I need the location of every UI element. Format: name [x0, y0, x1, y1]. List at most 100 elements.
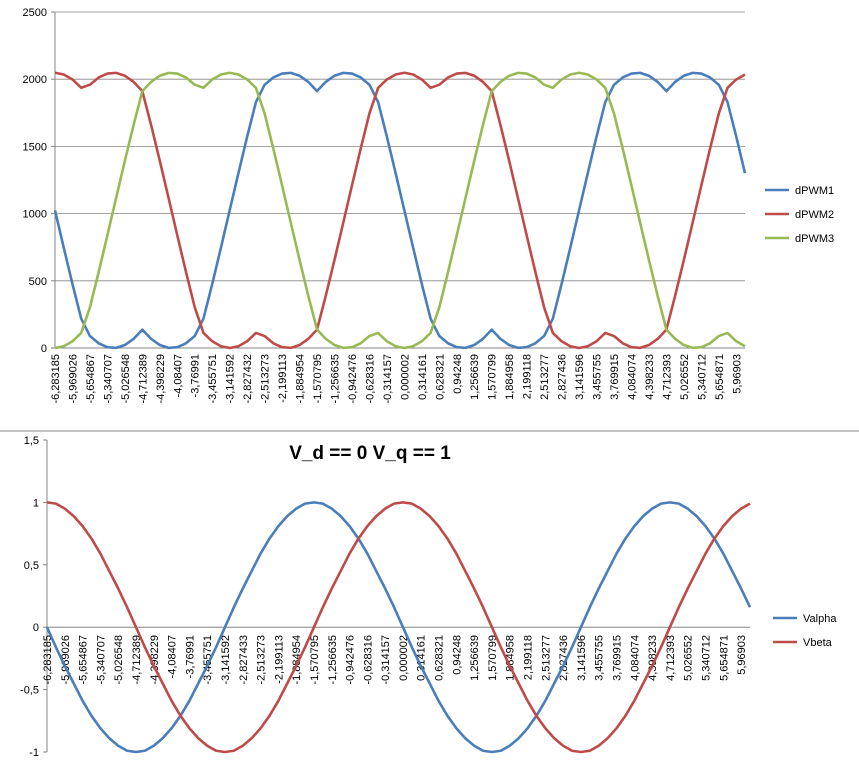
- y-tick-label: -1: [29, 747, 39, 759]
- x-tick-label: -4,398229: [155, 354, 167, 404]
- x-tick-label: 1,884958: [504, 354, 516, 400]
- x-tick-label: -5,654867: [78, 635, 90, 685]
- x-tick-label: 2,827436: [557, 354, 569, 400]
- x-tick-label: -3,76991: [184, 635, 196, 678]
- x-tick-label: 2,199118: [522, 354, 534, 399]
- x-tick-label: 2,199118: [523, 635, 535, 680]
- x-tick-label: 0,94248: [452, 354, 464, 394]
- x-tick-label: -6,283185: [50, 354, 62, 404]
- x-tick-label: -1,884954: [295, 354, 307, 404]
- legend-label: Valpha: [803, 613, 837, 625]
- x-tick-label: -5,654867: [85, 354, 97, 404]
- x-tick-label: 5,96903: [731, 354, 743, 394]
- series-line: [53, 71, 747, 350]
- series-line: [54, 71, 746, 350]
- x-tick-label: 1,884958: [505, 635, 517, 681]
- x-tick-label: 1,256639: [469, 354, 481, 400]
- x-tick-label: -0,942476: [347, 354, 359, 404]
- y-tick-label: 1000: [23, 209, 47, 221]
- chart-title: V_d == 0 V_q == 1: [289, 443, 451, 464]
- x-tick-label: -1,570795: [309, 635, 321, 685]
- x-tick-label: 2,513277: [539, 354, 551, 400]
- x-tick-label: -0,314157: [380, 635, 392, 685]
- x-tick-label: 5,654871: [714, 354, 726, 400]
- x-tick-label: -5,026548: [120, 354, 132, 404]
- x-tick-label: -5,340707: [95, 635, 107, 685]
- x-tick-label: -3,141592: [220, 635, 232, 685]
- x-tick-label: -5,026548: [113, 635, 125, 685]
- x-tick-label: -2,827433: [238, 635, 250, 685]
- x-tick-label: 4,398233: [644, 354, 656, 400]
- x-tick-label: -4,712389: [131, 635, 143, 685]
- x-tick-label: 5,340712: [696, 354, 708, 400]
- x-tick-label: -3,76991: [190, 354, 202, 397]
- series-line: [45, 501, 752, 754]
- x-tick-label: 5,654871: [718, 635, 730, 681]
- x-tick-label: 4,084074: [629, 635, 641, 681]
- x-tick-label: -3,455751: [202, 635, 214, 685]
- x-tick-label: 0,628321: [434, 635, 446, 681]
- x-tick-label: -0,942476: [345, 635, 357, 685]
- x-tick-label: -0,628316: [362, 635, 374, 685]
- x-tick-label: -0,314157: [382, 354, 394, 404]
- x-tick-label: -2,513273: [256, 635, 268, 685]
- y-tick-label: 0: [41, 343, 47, 355]
- legend-label: Vbeta: [803, 637, 833, 649]
- x-tick-label: 0,000002: [398, 635, 410, 681]
- x-tick-label: -4,08407: [167, 635, 179, 678]
- x-tick-label: 5,340712: [701, 635, 713, 681]
- x-tick-label: -5,969026: [67, 354, 79, 404]
- x-tick-label: -1,256635: [329, 354, 341, 404]
- x-tick-label: -5,340707: [102, 354, 114, 404]
- x-tick-label: 5,026552: [683, 635, 695, 681]
- x-tick-label: -4,712389: [137, 354, 149, 404]
- y-tick-label: 1,5: [24, 435, 39, 447]
- y-tick-label: 0: [33, 622, 39, 634]
- x-tick-label: 0,314161: [416, 635, 428, 681]
- x-tick-label: 1,570799: [487, 635, 499, 681]
- x-tick-label: 2,513277: [540, 635, 552, 681]
- x-tick-label: 1,570799: [487, 354, 499, 400]
- x-tick-label: 4,712393: [661, 354, 673, 400]
- x-tick-label: 1,256639: [469, 635, 481, 681]
- y-tick-label: 2500: [23, 7, 47, 19]
- x-tick-label: -2,199113: [277, 354, 289, 403]
- x-tick-label: -2,199113: [273, 635, 285, 684]
- y-tick-label: -0,5: [20, 685, 39, 697]
- x-tick-label: 5,96903: [736, 635, 748, 675]
- x-tick-label: -4,08407: [172, 354, 184, 397]
- x-tick-label: 0,314161: [417, 354, 429, 400]
- x-tick-label: -1,884954: [291, 635, 303, 685]
- legend-label: dPWM1: [795, 185, 834, 197]
- x-tick-label: 3,455755: [592, 354, 604, 400]
- legend-label: dPWM3: [795, 233, 834, 245]
- y-tick-label: 0,5: [24, 560, 39, 572]
- x-tick-label: 3,769915: [609, 354, 621, 400]
- x-tick-label: -3,455751: [207, 354, 219, 404]
- x-tick-label: 3,141596: [576, 635, 588, 681]
- x-tick-label: -3,141592: [225, 354, 237, 404]
- y-tick-label: 500: [29, 276, 47, 288]
- x-tick-label: -2,827432: [242, 354, 254, 404]
- y-tick-label: 2000: [23, 74, 47, 86]
- x-tick-label: 0,94248: [451, 635, 463, 675]
- x-tick-label: 3,769915: [612, 635, 624, 681]
- legend-label: dPWM2: [795, 209, 834, 221]
- x-tick-label: 3,455755: [594, 635, 606, 681]
- x-tick-label: -1,256635: [327, 635, 339, 685]
- series-line: [54, 71, 746, 350]
- y-tick-label: 1500: [23, 141, 47, 153]
- x-tick-label: -2,513273: [260, 354, 272, 404]
- x-tick-label: 0,000002: [399, 354, 411, 400]
- x-tick-label: -1,570795: [312, 354, 324, 404]
- x-tick-label: 4,084074: [626, 354, 638, 400]
- x-tick-label: 3,141596: [574, 354, 586, 400]
- x-tick-label: 5,026552: [679, 354, 691, 400]
- x-tick-label: 0,628321: [434, 354, 446, 400]
- x-tick-label: -6,283185: [42, 635, 54, 685]
- series-line: [46, 501, 751, 754]
- x-tick-label: 4,712393: [665, 635, 677, 681]
- x-tick-label: -0,628316: [364, 354, 376, 404]
